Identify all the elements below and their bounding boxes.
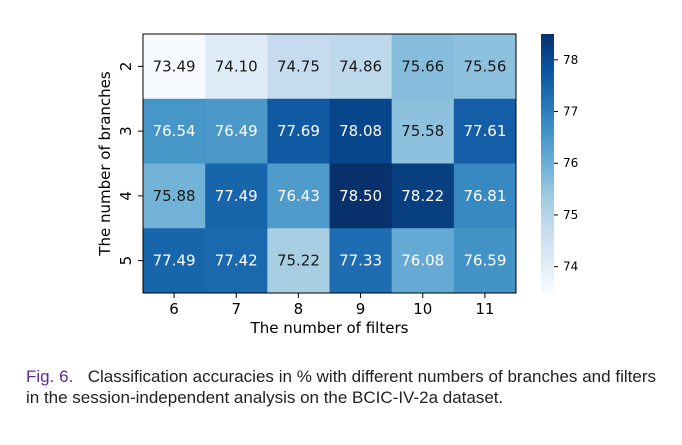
heatmap-cell (453, 163, 517, 229)
y-tick-label: 5 (117, 256, 135, 266)
colorbar-tick-label: 78 (563, 53, 578, 67)
heatmap-cell (205, 228, 268, 294)
y-axis-ticks: 2 3 4 5 (117, 62, 143, 266)
cell-value-label: 75.88 (153, 187, 196, 205)
heatmap-cell (391, 34, 455, 100)
y-tick-label: 4 (117, 191, 135, 201)
x-tick-label: 10 (413, 300, 432, 318)
x-tick-label: 8 (294, 300, 304, 318)
cell-value-label: 76.54 (153, 122, 196, 140)
cell-value-label: 76.49 (215, 122, 258, 140)
x-tick-label: 7 (231, 300, 241, 318)
cell-value-label: 77.42 (215, 252, 258, 270)
heatmap-cell (329, 34, 393, 100)
heatmap-cell (143, 163, 206, 229)
colorbar-tick-label: 74 (563, 260, 578, 274)
colorbar-tick-label: 75 (563, 208, 578, 222)
figure-caption: Fig. 6. Classification accuracies in % w… (26, 366, 656, 408)
x-axis-ticks: 6 7 8 9 10 11 (169, 293, 494, 318)
heatmap-cells: 73.49 74.10 74.75 74.86 75.66 75.56 76.54 76.49… (143, 34, 517, 294)
cell-value-label: 75.22 (277, 252, 320, 270)
x-axis-label: The number of filters (250, 319, 409, 337)
cell-value-label: 76.43 (277, 187, 320, 205)
heatmap-cell (143, 98, 206, 164)
cell-value-label: 75.58 (401, 122, 444, 140)
figure-label: Fig. 6. (26, 367, 74, 386)
heatmap-cell (267, 34, 330, 100)
heatmap-cell (267, 228, 330, 294)
plot-frame (142, 33, 517, 294)
heatmap-cell (205, 163, 268, 229)
cell-value-label: 74.86 (339, 57, 382, 75)
heatmap-cell (453, 98, 517, 164)
y-tick-label: 2 (117, 62, 135, 72)
heatmap-cell (205, 34, 268, 100)
cell-value-label: 74.10 (215, 57, 258, 75)
cell-value-label: 75.66 (401, 57, 444, 75)
cell-value-label: 74.75 (277, 57, 320, 75)
heatmap-cell (267, 163, 330, 229)
heatmap-cell (391, 228, 455, 294)
heatmap-cell (453, 34, 517, 100)
cell-value-label: 76.08 (401, 252, 444, 270)
heatmap-cell (143, 228, 206, 294)
colorbar-ticks: 74 75 76 77 78 (554, 53, 578, 274)
y-axis-label: The number of branches (96, 71, 114, 257)
heatmap-chart: 73.49 74.10 74.75 74.86 75.66 75.56 76.54 76.49… (96, 33, 578, 337)
heatmap-cell (143, 34, 206, 100)
colorbar-tick-label: 76 (563, 156, 578, 170)
cell-value-label: 76.81 (463, 187, 506, 205)
heatmap-cell (267, 98, 330, 164)
heatmap-cell (453, 228, 517, 294)
cell-value-label: 77.49 (153, 252, 196, 270)
cell-value-label: 77.49 (215, 187, 258, 205)
cell-value-label: 77.69 (277, 122, 320, 140)
colorbar (541, 34, 554, 293)
heatmap-cell (329, 228, 393, 294)
x-tick-label: 9 (356, 300, 366, 318)
x-tick-label: 11 (475, 300, 494, 318)
cell-value-label: 77.33 (339, 252, 382, 270)
cell-value-label: 78.22 (401, 187, 444, 205)
heatmap-cell (391, 163, 455, 229)
cell-value-label: 75.56 (463, 57, 506, 75)
cell-value-label: 76.59 (463, 252, 506, 270)
caption-text: Classification accuracies in % with diff… (26, 367, 656, 407)
cell-value-label: 77.61 (463, 122, 506, 140)
heatmap-cell (329, 163, 393, 229)
cell-value-label: 78.50 (339, 187, 382, 205)
colorbar-tick-label: 77 (563, 105, 578, 119)
cell-value-label: 78.08 (339, 122, 382, 140)
y-tick-label: 3 (117, 126, 135, 136)
x-tick-label: 6 (169, 300, 179, 318)
heatmap-cell (329, 98, 393, 164)
cell-value-label: 73.49 (153, 57, 196, 75)
heatmap-cell (391, 98, 455, 164)
heatmap-cell (205, 98, 268, 164)
